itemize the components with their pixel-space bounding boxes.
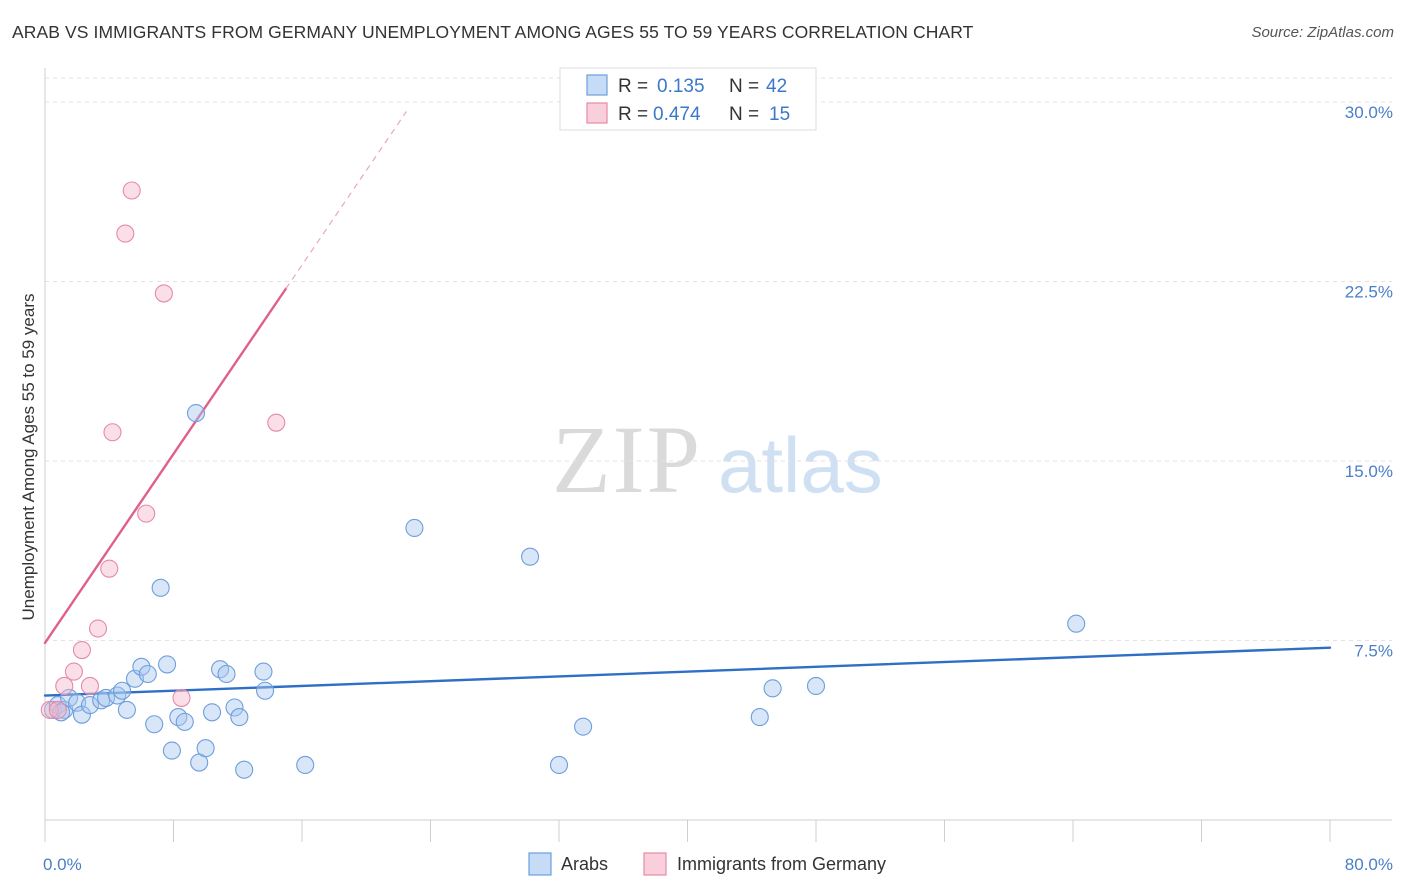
arabs-point xyxy=(117,700,136,719)
germany-point xyxy=(116,224,135,243)
arabs-point xyxy=(151,578,170,597)
legend-swatch-arabs xyxy=(586,74,608,96)
watermark-zip: ZIP xyxy=(552,406,702,513)
legend-swatch-germany xyxy=(586,102,608,124)
bottom-legend-label-germany: Immigrants from Germany xyxy=(677,854,886,874)
germany-point xyxy=(80,676,100,696)
arabs-point xyxy=(145,715,164,734)
germany-point xyxy=(48,700,67,719)
top-legend: R = 0.135 N = 42 R = 0.474 N = 15 xyxy=(559,67,817,131)
arabs-point xyxy=(217,664,236,684)
y-axis-label: Unemployment Among Ages 55 to 59 years xyxy=(19,294,38,621)
legend-r-label-2: R = xyxy=(618,104,648,125)
arabs-point xyxy=(203,703,222,722)
y-tick-label: 30.0% xyxy=(1345,103,1393,122)
arabs-point xyxy=(132,657,151,676)
data-points xyxy=(40,181,1086,779)
arabs-point xyxy=(763,679,782,698)
arabs-point xyxy=(108,686,127,705)
germany-point xyxy=(267,413,286,432)
legend-n-label-1: N = xyxy=(729,76,759,97)
germany-point xyxy=(88,619,108,638)
germany-point xyxy=(122,181,141,200)
bottom-legend-swatch-arabs xyxy=(528,852,552,876)
watermark-atlas: atlas xyxy=(718,421,883,509)
arabs-point xyxy=(296,755,315,774)
trend-lines xyxy=(43,111,1332,697)
arabs-point xyxy=(158,655,177,674)
arabs-point xyxy=(175,712,194,731)
y-tick-label: 15.0% xyxy=(1345,462,1393,481)
trend-line-1 xyxy=(43,287,288,645)
arabs-point xyxy=(162,741,181,760)
legend-n-value-1: 42 xyxy=(766,76,787,97)
arabs-point xyxy=(806,676,826,696)
germany-point xyxy=(172,688,191,707)
trend-line-0 xyxy=(43,646,1332,697)
germany-point xyxy=(137,504,156,523)
trend-extension-1 xyxy=(285,111,407,289)
arabs-point xyxy=(256,681,275,700)
arabs-point xyxy=(113,681,132,700)
x-tick-label: 80.0% xyxy=(1345,855,1393,874)
arabs-point xyxy=(96,688,116,707)
arabs-point xyxy=(138,664,157,684)
arabs-point xyxy=(80,696,100,715)
germany-point xyxy=(154,284,173,303)
legend-n-value-2: 15 xyxy=(769,104,790,125)
arabs-point xyxy=(405,518,424,538)
bottom-legend-label-arabs: Arabs xyxy=(561,854,608,874)
tick-labels: 7.5% 15.0% 22.5% 30.0% 0.0% 80.0% xyxy=(43,103,1393,874)
arabs-point xyxy=(230,708,249,727)
arabs-point xyxy=(225,698,244,717)
legend-r-value-2: 0.474 xyxy=(653,104,701,125)
x-tick-label: 0.0% xyxy=(43,855,82,874)
chart-title: ARAB VS IMMIGRANTS FROM GERMANY UNEMPLOY… xyxy=(12,22,974,42)
germany-point xyxy=(64,662,83,681)
arabs-point xyxy=(521,547,540,566)
arabs-point xyxy=(235,760,254,779)
germany-point xyxy=(55,676,74,696)
arabs-point xyxy=(549,755,569,774)
y-tick-label: 7.5% xyxy=(1354,641,1393,660)
arabs-point xyxy=(574,717,593,736)
arabs-point xyxy=(196,739,215,758)
arabs-point xyxy=(52,703,71,722)
legend-r-value-1: 0.135 xyxy=(657,76,705,97)
arabs-point xyxy=(254,662,273,681)
arabs-point xyxy=(186,404,206,423)
germany-point xyxy=(103,423,122,442)
y-tick-label: 22.5% xyxy=(1345,282,1393,301)
germany-point xyxy=(72,641,91,660)
arabs-point xyxy=(1067,614,1086,633)
bottom-legend-swatch-germany xyxy=(643,852,667,876)
legend-n-label-2: N = xyxy=(729,104,759,125)
bottom-legend: Arabs Immigrants from Germany xyxy=(528,852,886,876)
source-label: Source: ZipAtlas.com xyxy=(1251,24,1394,41)
arabs-point xyxy=(750,708,769,727)
legend-r-label-1: R = xyxy=(618,76,648,97)
grid-lines xyxy=(45,77,1392,641)
germany-point xyxy=(100,559,119,578)
